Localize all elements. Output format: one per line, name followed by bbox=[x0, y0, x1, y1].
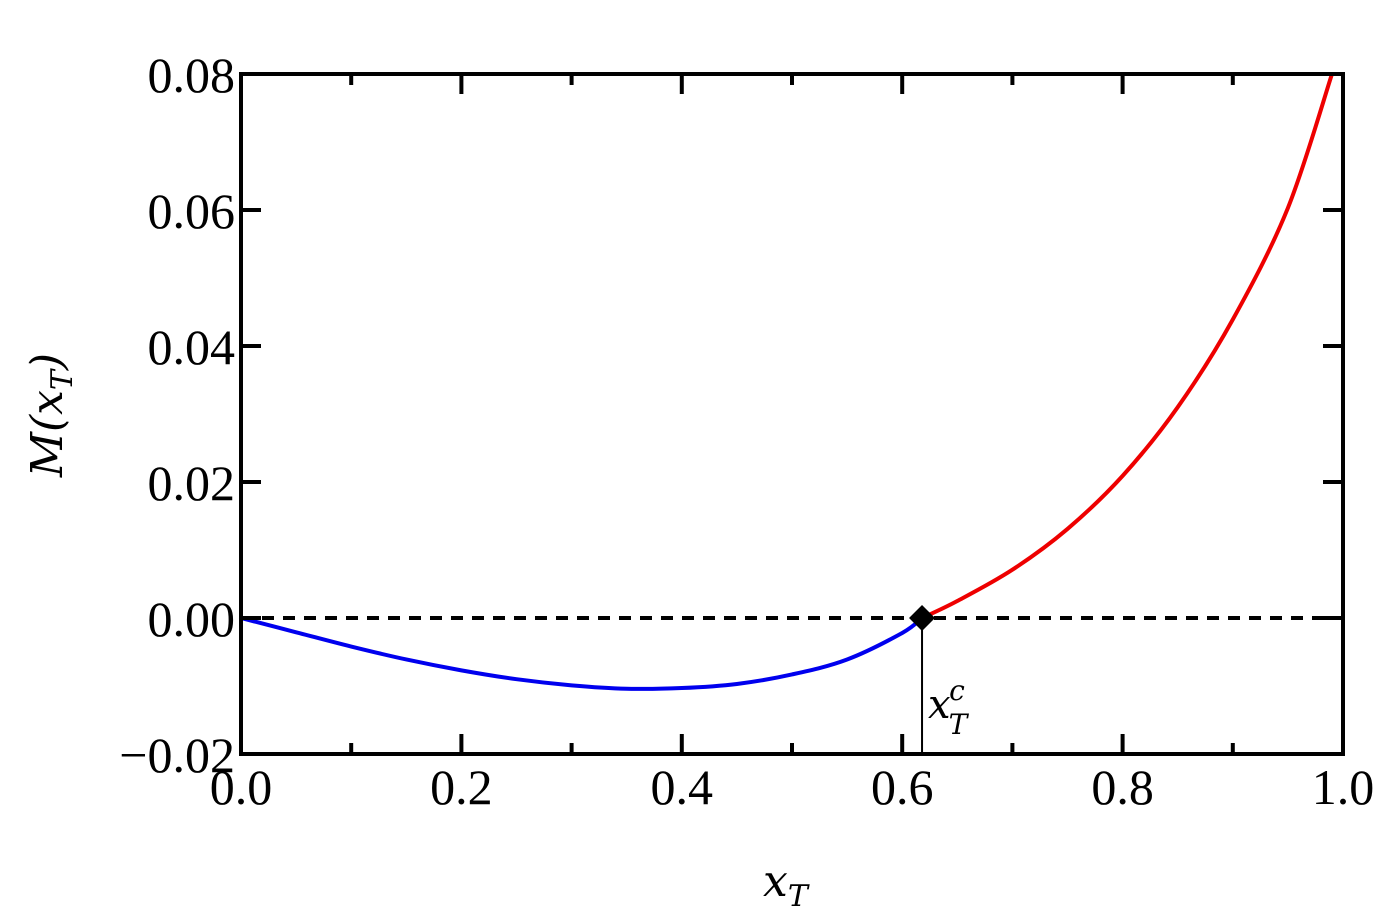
y-tick-label: 0.02 bbox=[148, 455, 236, 511]
series-line-1 bbox=[920, 72, 1334, 620]
x-tick-label: 0.6 bbox=[871, 759, 934, 815]
x-tick-label: 0.8 bbox=[1091, 759, 1154, 815]
axis-ticks bbox=[239, 72, 1345, 756]
tick-labels: 0.0 0.2 0.4 0.6 0.8 1.0 −0.02 0.00 0.02 0.04 0.06 0… bbox=[119, 47, 1374, 815]
series-line-0 bbox=[239, 616, 925, 691]
axes-frame bbox=[239, 72, 1345, 756]
critical-point-annotation: xTc bbox=[928, 674, 970, 741]
x-tick-label: 1.0 bbox=[1312, 759, 1375, 815]
x-axis-title: xT bbox=[763, 856, 810, 914]
plot-frame bbox=[239, 72, 1345, 756]
y-tick-label: 0.00 bbox=[148, 591, 236, 647]
x-tick-label: 0.0 bbox=[210, 759, 273, 815]
x-tick-label: 0.4 bbox=[651, 759, 714, 815]
y-tick-label: 0.08 bbox=[148, 47, 236, 103]
y-tick-label: 0.04 bbox=[148, 319, 236, 375]
critical-point-marker bbox=[909, 605, 936, 631]
y-axis-title: M(xT) bbox=[22, 353, 80, 478]
y-tick-label: −0.02 bbox=[119, 727, 235, 783]
x-tick-label: 0.2 bbox=[430, 759, 493, 815]
y-tick-label: 0.06 bbox=[148, 183, 236, 239]
plot-lines bbox=[239, 72, 1343, 754]
